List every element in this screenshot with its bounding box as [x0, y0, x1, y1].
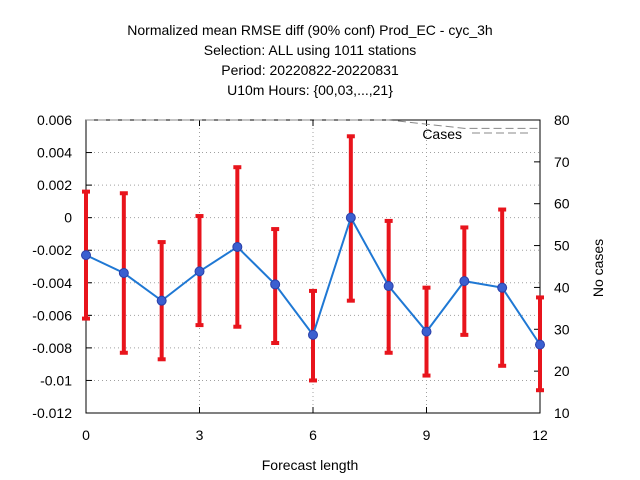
y2-tick-label: 40: [554, 279, 570, 295]
data-point: [421, 326, 432, 337]
y2-tick-label: 70: [554, 154, 570, 170]
data-point: [194, 266, 205, 277]
x-tick-label: 3: [196, 427, 204, 443]
y-tick-label: -0.004: [32, 275, 72, 291]
title-line-3: Period: 20220822-20220831: [221, 62, 399, 78]
x-tick-label: 6: [309, 427, 317, 443]
legend-label-cases: Cases: [422, 126, 462, 142]
error-bars: [82, 134, 544, 393]
data-point: [535, 339, 545, 350]
data-point: [383, 281, 394, 292]
y-tick-label: 0.002: [37, 177, 72, 193]
data-point: [459, 276, 470, 287]
chart-title: Normalized mean RMSE diff (90% conf) Pro…: [127, 22, 492, 98]
data-point: [308, 329, 318, 340]
y-tick-label: -0.002: [32, 242, 72, 258]
y-tick-label: 0.006: [37, 112, 72, 128]
cases-series: [86, 119, 540, 129]
x-axis-ticks: 0 3 6 9 12: [82, 120, 548, 443]
y-tick-label: 0: [64, 210, 72, 226]
title-line-1: Normalized mean RMSE diff (90% conf) Pro…: [127, 22, 492, 38]
y2-tick-label: 80: [554, 112, 570, 128]
data-point: [156, 295, 167, 306]
y2-tick-label: 50: [554, 238, 570, 254]
y-tick-label: 0.004: [37, 145, 72, 161]
y2-tick-label: 60: [554, 196, 570, 212]
y-axis-ticks: 0.006 0.004 0.002 0 -0.002 -0.004 -0.006 -0.008…: [32, 112, 92, 421]
y2-axis-label: No cases: [590, 239, 606, 297]
data-point: [81, 250, 91, 261]
y2-tick-label: 10: [554, 405, 570, 421]
data-markers: [81, 212, 545, 350]
x-tick-label: 9: [423, 427, 431, 443]
legend: Cases: [422, 126, 530, 142]
data-point: [345, 212, 356, 223]
y2-tick-label: 30: [554, 321, 570, 337]
data-point: [497, 282, 508, 293]
title-line-2: Selection: ALL using 1011 stations: [204, 42, 416, 58]
x-tick-label: 0: [82, 427, 90, 443]
cases-line: [86, 119, 540, 129]
y-tick-label: -0.008: [32, 340, 72, 356]
y2-tick-label: 20: [554, 363, 570, 379]
title-line-4: U10m Hours: {00,03,...,21}: [227, 82, 393, 98]
data-point: [232, 241, 243, 252]
x-tick-label: 12: [532, 427, 548, 443]
y-tick-label: -0.01: [40, 372, 72, 388]
x-axis-label: Forecast length: [262, 457, 359, 473]
y-tick-label: -0.012: [32, 405, 72, 421]
data-point: [270, 279, 281, 290]
y2-axis-ticks: 80 70 60 50 40 30 20 10: [534, 112, 570, 421]
y-tick-label: -0.006: [32, 307, 72, 323]
data-point: [118, 268, 129, 279]
